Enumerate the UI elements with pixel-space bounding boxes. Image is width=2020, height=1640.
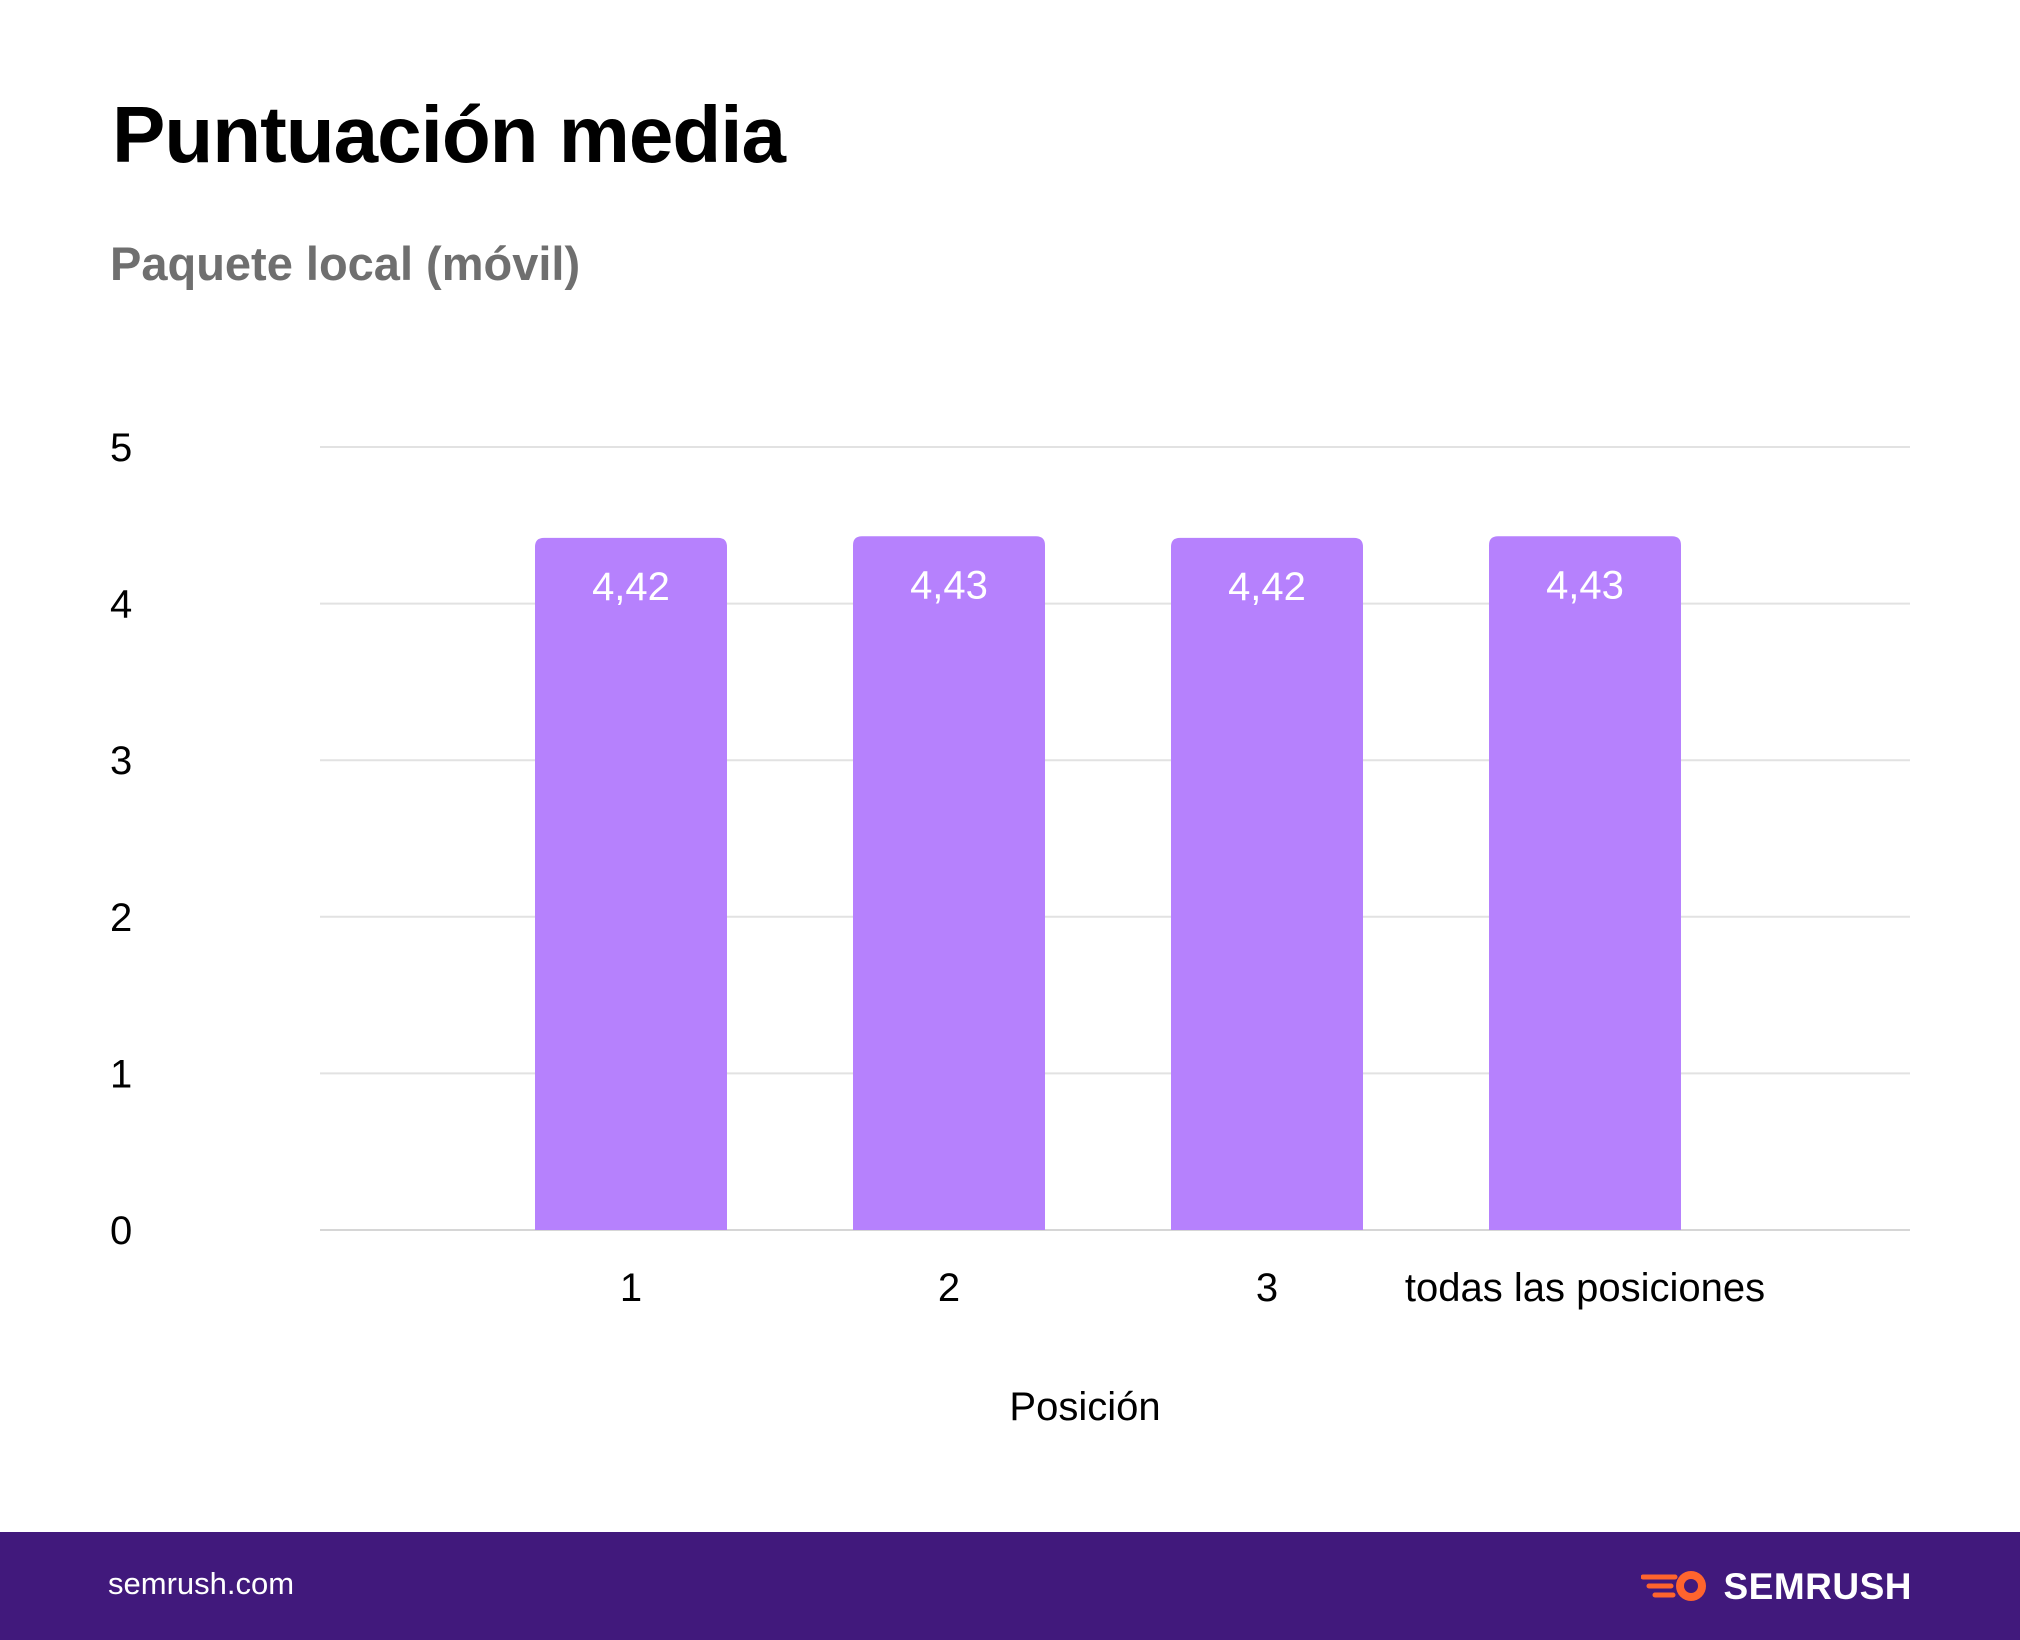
semrush-flame-icon: [1641, 1571, 1707, 1601]
y-tick-label: 5: [110, 426, 132, 470]
chart-title: Puntuación media: [112, 90, 786, 179]
x-tick-label: todas las posiciones: [1405, 1266, 1765, 1310]
bar-value-label: 4,42: [592, 565, 670, 609]
footer-bar: semrush.com SEMRUSH: [0, 1532, 2020, 1640]
x-tick-label: 3: [1256, 1266, 1278, 1310]
y-tick-label: 1: [110, 1052, 132, 1096]
y-tick-label: 2: [110, 896, 132, 940]
y-axis-ticks: 0 1 2 3 4 5: [110, 426, 132, 1253]
chart-subtitle: Paquete local (móvil): [110, 237, 581, 290]
footer-url[interactable]: semrush.com: [108, 1566, 295, 1601]
bar: [535, 537, 727, 1230]
bar-value-label: 4,42: [1228, 565, 1306, 609]
bar: [1171, 537, 1363, 1230]
bar: [1489, 536, 1681, 1230]
bar: [853, 536, 1045, 1230]
bars: 4,42 4,43 4,42 4,43: [535, 536, 1681, 1230]
bar-chart: 0 1 2 3 4 5 4,42 4,43 4,42 4,43 1 2 3 todas las pos…: [110, 426, 1910, 1429]
y-tick-label: 0: [110, 1209, 132, 1253]
x-axis-label: Posición: [1009, 1385, 1160, 1429]
x-tick-label: 1: [620, 1266, 642, 1310]
semrush-logo: SEMRUSH: [1641, 1564, 1912, 1608]
x-axis-ticks: 1 2 3 todas las posiciones: [620, 1266, 1765, 1310]
y-tick-label: 4: [110, 583, 132, 627]
bar-value-label: 4,43: [910, 563, 988, 607]
brand-name: SEMRUSH: [1723, 1565, 1912, 1607]
bar-value-label: 4,43: [1546, 563, 1624, 607]
y-tick-label: 3: [110, 739, 132, 783]
x-tick-label: 2: [938, 1266, 960, 1310]
